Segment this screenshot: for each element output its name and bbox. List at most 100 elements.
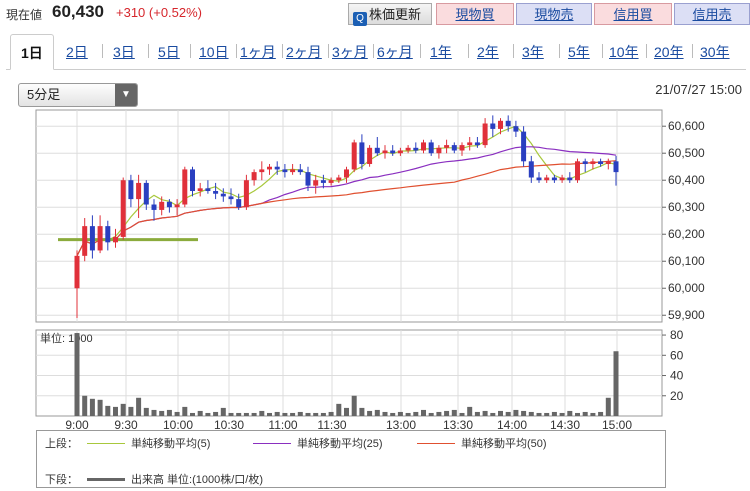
candle-body [290, 169, 296, 173]
volume-bar [182, 406, 188, 416]
candle-body [559, 177, 565, 181]
tab-1d[interactable]: 1日 [10, 34, 54, 70]
volume-bar [344, 407, 349, 416]
tab-3y[interactable]: 3年 [522, 44, 544, 60]
candle-body [359, 142, 365, 165]
candle-body [128, 180, 134, 200]
volume-bar [236, 412, 242, 416]
volume-bar [74, 333, 80, 416]
tab-10y[interactable]: 10年 [609, 44, 639, 60]
volume-bar [544, 412, 550, 416]
volume-bar [513, 409, 519, 416]
candle-body [105, 226, 111, 243]
candle-body [97, 226, 103, 251]
volume-bar [336, 403, 342, 416]
candle-body [490, 123, 496, 129]
tab-5d[interactable]: 5日 [158, 44, 180, 60]
update-price-button[interactable]: Q 株価更新 [348, 3, 432, 26]
time-tick-label: 13:00 [386, 418, 416, 432]
current-price-label: 現在値 [6, 8, 43, 22]
tab-5y[interactable]: 5年 [568, 44, 590, 60]
candle-body [567, 177, 573, 181]
price-tick-label: 60,200 [668, 227, 705, 241]
price-change: +310 (+0.52%) [116, 5, 203, 20]
candle-body [351, 142, 357, 170]
tab-1y[interactable]: 1年 [430, 44, 452, 60]
volume-bar [297, 411, 303, 416]
ma50-line [76, 160, 617, 257]
time-tick-label: 10:30 [214, 418, 244, 432]
candle-body [205, 188, 211, 192]
candle-body [344, 169, 349, 178]
volume-bar [590, 412, 596, 416]
volume-bar [536, 412, 542, 416]
time-tick-label: 13:30 [443, 418, 473, 432]
candle-body [575, 161, 580, 181]
time-tick-label: 14:00 [497, 418, 527, 432]
tab-20y[interactable]: 20年 [654, 44, 684, 60]
volume-tick-label: 40 [670, 369, 684, 383]
volume-bar [228, 412, 234, 416]
volume-panel [35, 329, 663, 417]
time-tick-label: 11:30 [317, 418, 346, 432]
tab-30y[interactable]: 30年 [700, 44, 730, 60]
candle-body [513, 126, 519, 132]
margin-buy-button[interactable]: 信用買 [594, 3, 672, 25]
tab-2d[interactable]: 2日 [66, 44, 88, 60]
candle-body [313, 180, 319, 186]
volume-bar [467, 406, 473, 416]
price-tick-label: 60,000 [668, 281, 705, 295]
volume-bar [290, 412, 296, 416]
volume-bar [282, 412, 288, 416]
candle-body [197, 188, 203, 192]
candle-body [536, 177, 542, 181]
volume-bar [120, 403, 126, 416]
quote-header: 現在値 60,430 +310 (+0.52%) Q 株価更新 現物買 現物売 信… [0, 0, 750, 28]
cash-buy-button[interactable]: 現物買 [436, 3, 514, 25]
tab-10d[interactable]: 10日 [199, 44, 229, 60]
volume-bar [482, 410, 488, 416]
legend-ma5: 単純移動平均(5) [81, 435, 210, 451]
tab-2y[interactable]: 2年 [477, 44, 499, 60]
candle-body [182, 169, 188, 205]
legend-ma25-label: 単純移動平均(25) [297, 438, 383, 450]
volume-bar [528, 411, 534, 416]
volume-tick-label: 80 [670, 328, 684, 342]
candle-body [551, 177, 557, 181]
candle-body [397, 150, 403, 154]
price-tick-label: 60,600 [668, 119, 705, 133]
volume-bar [128, 406, 134, 416]
volume-bar [374, 409, 380, 416]
cash-sell-button[interactable]: 現物売 [516, 3, 592, 25]
tab-6m[interactable]: 6ヶ月 [377, 44, 413, 60]
candle-body [274, 166, 280, 170]
volume-bar [320, 412, 326, 416]
volume-bar [89, 398, 95, 416]
margin-sell-button[interactable]: 信用売 [674, 3, 750, 25]
volume-bar [459, 412, 465, 416]
current-price: 60,430 [52, 2, 104, 21]
legend-ma5-label: 単純移動平均(5) [131, 438, 211, 450]
candle-body [228, 196, 234, 200]
volume-bar [136, 397, 142, 416]
price-tick-label: 60,500 [668, 146, 705, 160]
candle-body [367, 147, 373, 165]
tab-3d[interactable]: 3日 [113, 44, 135, 60]
legend-volume: 出来高 単位:(1000株/口/枚) [81, 471, 263, 487]
volume-bar [451, 409, 457, 416]
candle-body [336, 177, 342, 181]
volume-bar [613, 351, 619, 416]
candle-body [259, 169, 265, 173]
candle-body [413, 147, 419, 151]
tab-1m[interactable]: 1ヶ月 [240, 44, 276, 60]
tab-3m[interactable]: 3ヶ月 [332, 44, 368, 60]
price-tick-label: 60,400 [668, 173, 705, 187]
candle-body [390, 150, 396, 154]
price-tick-label: 60,300 [668, 200, 705, 214]
interval-select[interactable]: 5分足 ▼ [18, 83, 138, 107]
volume-bar [259, 410, 265, 416]
volume-bar [174, 411, 180, 416]
volume-bar [113, 406, 118, 416]
tab-2m[interactable]: 2ヶ月 [286, 44, 322, 60]
chevron-down-icon: ▼ [115, 84, 137, 106]
